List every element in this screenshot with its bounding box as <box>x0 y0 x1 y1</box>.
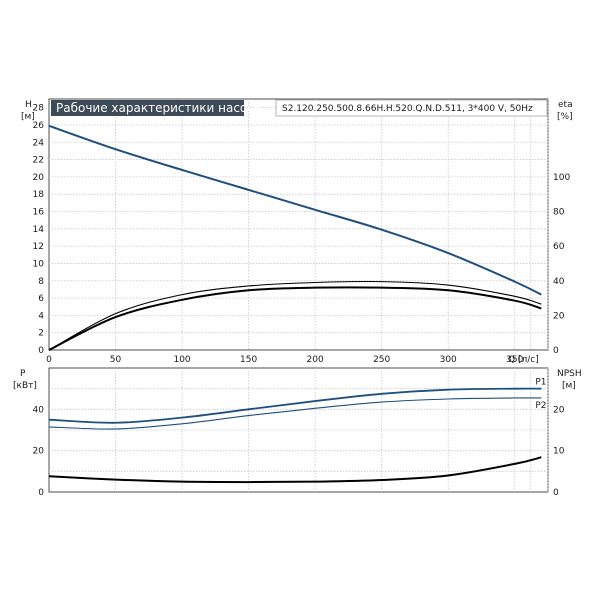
y-right-tick-label: 40 <box>553 277 565 287</box>
top-grid <box>49 99 549 350</box>
y-left-tick-label: 10 <box>33 259 45 269</box>
bottom-series: P1 P2 <box>48 378 547 484</box>
bottom-grid <box>49 368 549 492</box>
x-tick-label: 0 <box>46 355 52 365</box>
y-left-tick-label: 4 <box>38 311 44 321</box>
y-left-tick-label: 12 <box>33 242 44 252</box>
y-left-tick-label: 22 <box>33 156 44 166</box>
y-right-tick-label: 80 <box>553 208 565 218</box>
npsh-curve <box>48 456 542 484</box>
series-label-p1: P1 <box>535 378 546 388</box>
efficiency-curve-lower <box>48 286 542 351</box>
x-tick-label: 100 <box>173 355 190 365</box>
y-left-label: H <box>25 100 32 110</box>
y-right-label: eta <box>558 100 573 110</box>
y-left-tick-label: 20 <box>33 173 45 183</box>
top-plot-frame <box>48 98 549 351</box>
y-left-label-power: P <box>20 369 26 379</box>
p1-curve <box>48 387 542 424</box>
x-axis-label: Q [л/с] <box>508 355 539 365</box>
bottom-tick-labels: 0 20 40 0 10 20 <box>33 405 565 498</box>
x-tick-label: 250 <box>373 355 390 365</box>
chart-title: Рабочие характеристики насоса <box>56 101 261 115</box>
power-npsh-panel: P1 P2 0 20 40 0 10 20 P [кВт] NPSH [м] <box>13 367 582 498</box>
y-left-tick-label-power: 40 <box>33 405 45 415</box>
model-box <box>275 99 548 117</box>
head-efficiency-panel: 0 50 100 150 200 250 300 3500246810121416182022… <box>21 98 573 365</box>
y-left-tick-label: 18 <box>33 190 45 200</box>
x-tick-label: 50 <box>110 355 122 365</box>
x-tick-label: 150 <box>240 355 257 365</box>
y-left-tick-label: 2 <box>38 329 44 339</box>
x-tick-label: 300 <box>440 355 457 365</box>
series-label-p2: P2 <box>535 401 546 411</box>
y-right-tick-label-npsh: 0 <box>553 488 559 498</box>
y-left-tick-label-power: 20 <box>33 447 45 457</box>
y-left-tick-label: 0 <box>38 346 44 356</box>
head-curve <box>48 124 542 296</box>
title-box <box>51 100 244 116</box>
y-left-tick-label: 24 <box>33 138 45 148</box>
y-right-tick-label: 100 <box>553 173 570 183</box>
y-right-tick-label: 20 <box>553 311 565 321</box>
efficiency-curve-upper <box>48 280 542 351</box>
y-right-tick-label-npsh: 20 <box>553 405 565 415</box>
y-left-tick-label: 26 <box>33 121 45 131</box>
y-right-unit: [%] <box>557 112 573 122</box>
y-left-tick-label: 28 <box>33 104 45 114</box>
x-tick-label: 200 <box>307 355 324 365</box>
y-right-unit-npsh: [м] <box>562 381 576 391</box>
top-series <box>48 124 542 351</box>
x-tick-label: 350 <box>506 355 523 365</box>
y-left-tick-label: 8 <box>38 277 44 287</box>
y-left-tick-label: 16 <box>33 208 45 218</box>
pump-model: S2.120.250.500.8.66H.H.520.Q.N.D.511, 3*… <box>282 104 533 114</box>
y-right-tick-label: 0 <box>553 346 559 356</box>
y-right-tick-label-npsh: 10 <box>553 447 565 457</box>
y-left-unit-power: [кВт] <box>13 381 37 391</box>
y-left-tick-label: 14 <box>33 225 45 235</box>
y-right-label-npsh: NPSH <box>557 369 582 379</box>
y-right-tick-label: 60 <box>553 242 565 252</box>
y-left-tick-label-power: 0 <box>38 488 44 498</box>
top-tick-labels: 0 50 100 150 200 250 300 3500246810121416182022… <box>33 104 571 365</box>
y-left-tick-label: 6 <box>38 294 44 304</box>
p2-curve <box>48 397 542 430</box>
y-left-unit: [м] <box>21 112 35 122</box>
